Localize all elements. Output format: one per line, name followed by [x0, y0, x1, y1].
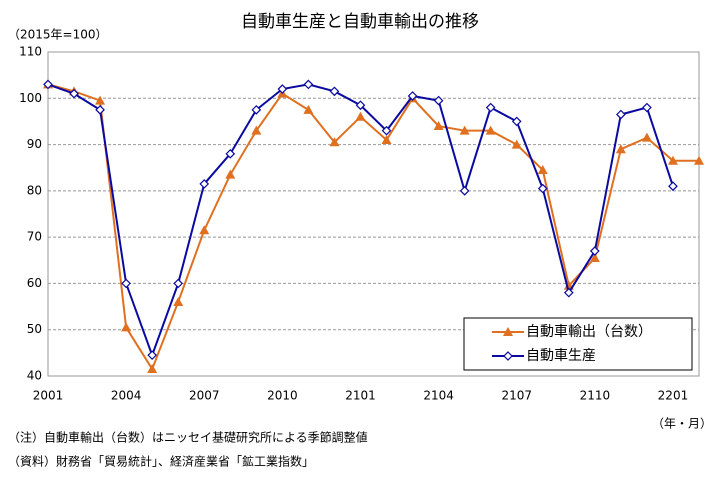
note: （注）自動車輸出（台数）はニッセイ基礎研究所による季節調整値	[8, 430, 368, 445]
marker	[225, 148, 236, 159]
x-tick-label: 2010	[267, 389, 298, 403]
marker	[381, 125, 392, 136]
legend-box	[463, 317, 693, 371]
y-axis-label: （2015年=100）	[8, 28, 108, 42]
series-line	[47, 83, 674, 359]
marker	[277, 84, 288, 94]
marker	[503, 351, 513, 361]
marker	[147, 350, 158, 361]
marker	[511, 139, 522, 149]
marker	[121, 278, 131, 289]
marker	[459, 186, 470, 196]
marker	[616, 109, 626, 120]
x-tick-label: 2004	[111, 389, 142, 403]
marker	[225, 169, 236, 179]
marker	[589, 246, 600, 256]
x-tick-label: 2104	[423, 389, 454, 403]
marker	[668, 181, 678, 192]
x-tick-label: 2107	[501, 389, 532, 403]
marker	[95, 95, 106, 105]
marker	[589, 252, 600, 262]
y-tick-label: 70	[27, 230, 42, 244]
plot-frame	[47, 51, 700, 377]
marker	[667, 155, 678, 165]
marker	[511, 116, 522, 127]
marker	[329, 137, 340, 147]
marker	[95, 105, 105, 115]
marker	[199, 179, 210, 189]
marker	[303, 79, 314, 90]
marker	[329, 86, 340, 97]
x-tick-label: 2101	[345, 389, 376, 403]
series-line	[47, 83, 699, 372]
y-tick-label: 80	[27, 183, 42, 197]
x-tick-label: 2007	[189, 389, 220, 403]
marker	[381, 134, 392, 144]
chart-title: 自動車生産と自動車輸出の推移	[241, 12, 479, 32]
marker	[694, 155, 704, 165]
marker	[69, 88, 79, 99]
marker	[355, 111, 366, 121]
y-tick-label: 50	[27, 322, 42, 336]
marker	[251, 105, 262, 115]
marker	[199, 225, 210, 235]
marker	[485, 125, 496, 135]
legend-label: 自動車生産	[526, 347, 596, 364]
marker	[251, 125, 262, 135]
marker	[433, 121, 444, 131]
marker	[407, 91, 418, 101]
y-tick-label: 60	[27, 276, 42, 290]
y-tick-label: 110	[19, 45, 42, 59]
marker	[173, 278, 184, 289]
y-tick-label: 100	[19, 91, 42, 105]
marker	[615, 144, 626, 154]
y-tick-label: 90	[27, 137, 42, 151]
x-tick-label: 2110	[580, 389, 611, 403]
marker	[303, 104, 314, 114]
x-tick-label: 2001	[33, 389, 64, 403]
marker	[433, 95, 444, 106]
x-tick-label: 2201	[658, 389, 689, 403]
marker	[121, 322, 132, 332]
y-tick-label: 40	[27, 369, 42, 383]
marker	[503, 327, 513, 336]
marker	[563, 287, 574, 298]
marker	[43, 79, 53, 90]
marker	[459, 125, 470, 135]
x-axis-label: （年・月）	[652, 417, 712, 431]
marker	[537, 165, 548, 175]
marker	[485, 102, 496, 113]
marker	[147, 364, 158, 374]
marker	[642, 102, 652, 113]
marker	[173, 296, 184, 306]
note: （資料）財務省「貿易統計」、経済産業省「鉱工業指数」	[8, 454, 314, 469]
legend-label: 自動車輸出（台数）	[526, 323, 652, 340]
marker	[641, 132, 652, 142]
marker	[355, 100, 366, 111]
marker	[537, 183, 548, 194]
